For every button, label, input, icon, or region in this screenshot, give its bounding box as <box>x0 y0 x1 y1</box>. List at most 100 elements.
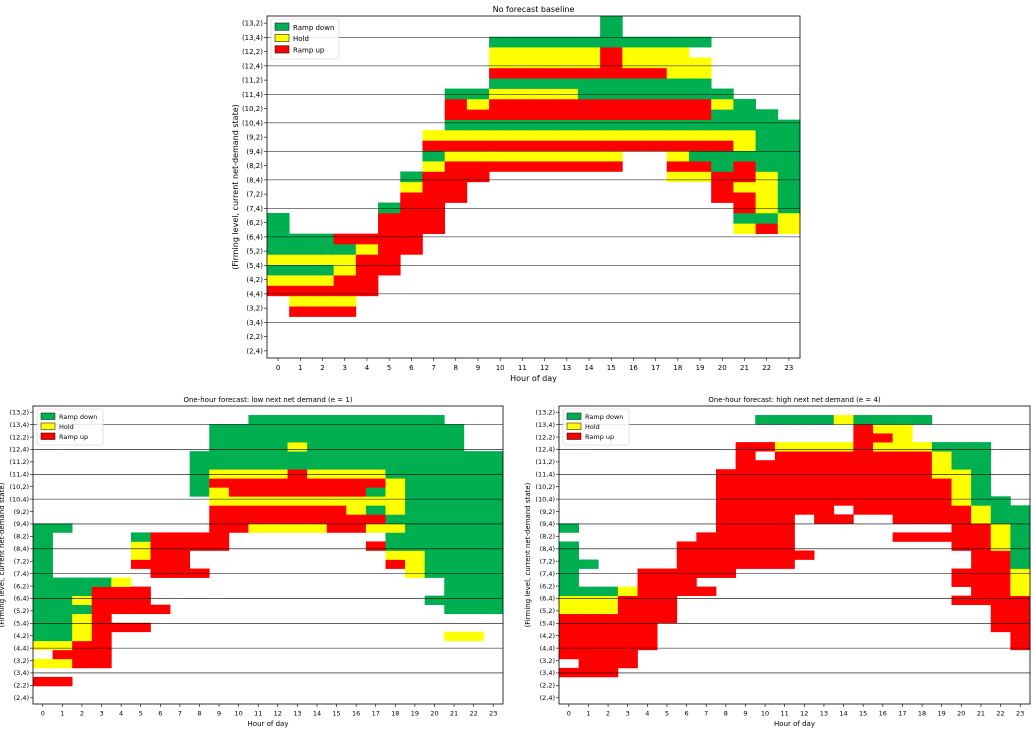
heatmap-cell <box>287 460 308 470</box>
y-tick-label: (4,2) <box>540 632 555 640</box>
legend-label: Ramp down <box>293 24 334 32</box>
x-tick-label: 16 <box>352 710 360 718</box>
y-tick-label: (7,2) <box>246 191 263 199</box>
heatmap-cell <box>755 202 779 214</box>
heatmap-cell <box>463 586 484 596</box>
heatmap-cell <box>622 88 645 100</box>
y-axis-label: (Firming level, current net-demand state… <box>524 482 532 627</box>
heatmap-cell <box>711 88 734 100</box>
heatmap-cell <box>287 415 308 425</box>
heatmap-cell <box>892 469 913 479</box>
heatmap-cell <box>637 577 658 587</box>
y-tick-label: (13,2) <box>535 408 555 416</box>
y-tick-label: (11,2) <box>242 77 263 85</box>
heatmap-cell <box>150 604 171 615</box>
heatmap-cell <box>971 496 992 506</box>
heatmap-cell <box>130 532 151 542</box>
heatmap-cell <box>209 523 230 533</box>
heatmap-cell <box>307 514 328 524</box>
heatmap-cell <box>853 451 874 461</box>
heatmap-cell <box>209 424 230 434</box>
heatmap-cell <box>326 433 347 443</box>
heatmap-cell <box>91 604 112 615</box>
heatmap-cell <box>326 523 347 533</box>
heatmap-cell <box>267 254 290 266</box>
heatmap-cell <box>511 119 534 131</box>
heatmap-cell <box>533 130 557 141</box>
heatmap-cell <box>733 181 756 193</box>
plot-frame <box>266 15 801 359</box>
heatmap-cell <box>385 541 406 551</box>
heatmap-cell <box>716 550 736 560</box>
y-tick-label: (2,2) <box>246 333 263 341</box>
heatmap-cell <box>559 523 579 533</box>
heatmap-cell <box>268 460 288 470</box>
heatmap-cell <box>971 460 992 470</box>
heatmap-cell <box>600 36 623 48</box>
heatmap-cells <box>559 415 1031 678</box>
level-separators <box>33 424 503 674</box>
plot-frame <box>32 405 504 705</box>
heatmap-cell <box>873 424 893 434</box>
heatmap-cell <box>228 433 249 443</box>
heatmap-cell <box>385 523 406 533</box>
heatmap-cell <box>622 130 645 141</box>
heatmap-cell <box>892 514 913 524</box>
heatmap-cell <box>463 478 484 488</box>
heatmap-cell <box>385 496 406 506</box>
heatmap-cell <box>228 514 249 524</box>
heatmap-cell <box>912 451 933 461</box>
heatmap-cell <box>578 631 599 642</box>
heatmap-cell <box>444 595 465 606</box>
heatmap-cell <box>444 496 465 506</box>
heatmap-cell <box>711 140 734 152</box>
heatmap-cell <box>577 150 601 162</box>
heatmap-cell <box>637 613 658 624</box>
heatmap-cell <box>696 586 717 596</box>
heatmap-cell <box>287 514 308 524</box>
heatmap-cell <box>378 254 401 266</box>
heatmap-cell <box>617 586 638 596</box>
heatmap-cell <box>617 622 638 633</box>
heatmap-cell <box>688 150 712 162</box>
heatmap-cell <box>555 57 579 69</box>
heatmap-cell <box>326 451 347 461</box>
heatmap-cell <box>755 514 776 524</box>
x-tick-label: 3 <box>342 364 346 372</box>
y-tick-label: (10,4) <box>242 119 263 127</box>
heatmap-cell <box>289 306 312 317</box>
heatmap-cell <box>385 559 406 569</box>
heatmap-cell <box>52 604 73 615</box>
heatmap-cell <box>365 478 386 488</box>
heatmap-cell <box>755 505 776 515</box>
heatmap-cell <box>444 478 465 488</box>
heatmap-cell <box>267 244 290 255</box>
heatmap-cell <box>644 119 668 131</box>
heatmap-cell <box>400 223 423 234</box>
y-tick-label: (8,2) <box>246 162 263 170</box>
heatmap-cell <box>873 496 893 506</box>
heatmap-cell <box>578 658 599 669</box>
heatmap-cell <box>483 496 504 506</box>
heatmap-cell <box>931 469 952 479</box>
heatmap-cell <box>33 676 53 687</box>
heatmap-cell <box>794 460 815 470</box>
heatmap-cell <box>951 487 972 497</box>
x-tick-label: 21 <box>450 710 458 718</box>
y-tick-label: (5,2) <box>14 607 29 615</box>
heatmap-cell <box>91 577 112 587</box>
heatmap-cell <box>463 487 484 497</box>
heatmap-cell <box>578 586 599 596</box>
heatmap-cell <box>52 622 73 633</box>
heatmap-cell <box>405 550 426 560</box>
heatmap-cell <box>52 523 73 533</box>
heatmap-cell <box>931 487 952 497</box>
heatmap-cell <box>711 192 734 203</box>
heatmap-cell <box>444 559 465 569</box>
x-tick-label: 1 <box>298 364 302 372</box>
heatmap-cell <box>228 478 249 488</box>
heatmap-cell <box>688 130 712 141</box>
heatmap-cell <box>777 212 801 224</box>
heatmap-cell <box>971 550 992 560</box>
heatmap-cell <box>333 275 357 286</box>
